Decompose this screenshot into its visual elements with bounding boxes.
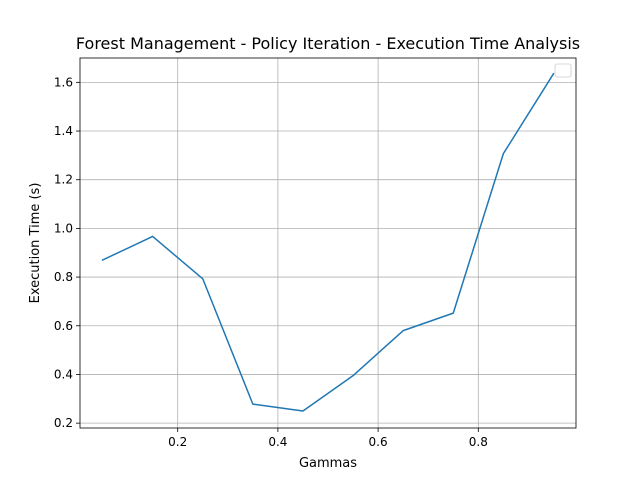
y-axis-label: Execution Time (s) [28,183,43,304]
chart-title: Forest Management - Policy Iteration - E… [76,34,580,53]
plot-frame [79,57,577,429]
ticks: 0.2 0.4 0.6 0.8 0.2 0.4 0.6 0.8 1.0 1.2 1.4 1.6 [54,75,488,449]
x-tick-label: 0.2 [168,435,187,449]
grid [80,58,576,428]
series-layer [101,72,555,412]
series-line [101,72,555,412]
y-tick-label: 1.2 [54,173,73,187]
legend [554,63,572,78]
y-tick-label: 1.0 [54,221,73,235]
y-tick-label: 1.4 [54,124,73,138]
y-tick-label: 0.6 [54,319,73,333]
y-tick-label: 0.8 [54,270,73,284]
x-tick-label: 0.8 [469,435,488,449]
x-tick-label: 0.6 [369,435,388,449]
y-tick-label: 0.2 [54,416,73,430]
y-tick-label: 1.6 [54,75,73,89]
plot-area [80,58,576,428]
x-tick-label: 0.4 [268,435,287,449]
x-axis-label: Gammas [299,456,357,471]
y-tick-label: 0.4 [54,367,73,381]
